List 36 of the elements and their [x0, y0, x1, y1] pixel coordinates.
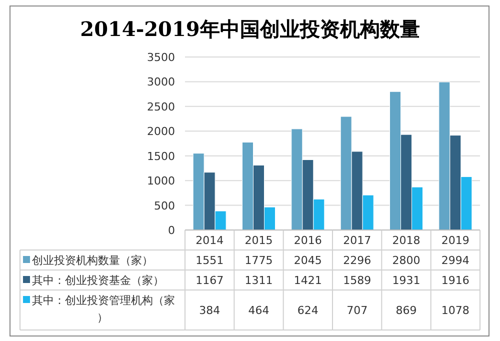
y-tick-label: 1000 [147, 174, 175, 188]
data-label: 1916 [441, 274, 470, 287]
x-tick-label: 2017 [343, 234, 372, 247]
data-label: 1775 [244, 254, 273, 267]
y-tick-label: 0 [168, 224, 175, 237]
data-label: 2045 [294, 254, 322, 267]
legend-label: 创业投资机构数量（家） [32, 254, 153, 267]
data-label: 2800 [392, 254, 420, 267]
data-label: 464 [248, 304, 270, 317]
data-label: 1167 [196, 274, 224, 287]
x-tick-label: 2019 [441, 234, 470, 247]
legend-label: 其中：创业投资基金（家） [32, 274, 164, 287]
data-label: 1311 [244, 274, 273, 287]
y-tick-label: 3000 [147, 76, 175, 89]
data-label: 869 [396, 304, 417, 317]
y-tick-label: 3500 [147, 51, 175, 64]
legend-label: 其中：创业投资管理机构（家） [32, 294, 175, 324]
data-label: 384 [199, 304, 220, 317]
y-tick-label: 2500 [147, 100, 175, 114]
data-label: 1078 [441, 304, 470, 317]
chart-title: 2014-2019年中国创业投资机构数量 [80, 17, 420, 41]
x-tick-label: 2018 [392, 234, 420, 247]
y-tick-label: 2000 [147, 125, 175, 138]
y-tick-label: 500 [154, 199, 175, 212]
data-label: 2296 [343, 254, 372, 267]
y-tick-label: 1500 [147, 150, 175, 163]
data-label: 624 [297, 304, 318, 317]
data-label: 2994 [441, 254, 470, 267]
data-label: 1931 [392, 274, 420, 287]
data-label: 1589 [343, 274, 372, 287]
data-label: 707 [346, 304, 368, 317]
data-label: 1421 [294, 274, 322, 287]
x-tick-label: 2014 [196, 234, 224, 247]
x-tick-label: 2016 [294, 234, 322, 247]
data-label: 1551 [196, 254, 224, 267]
x-tick-label: 2015 [244, 234, 273, 247]
